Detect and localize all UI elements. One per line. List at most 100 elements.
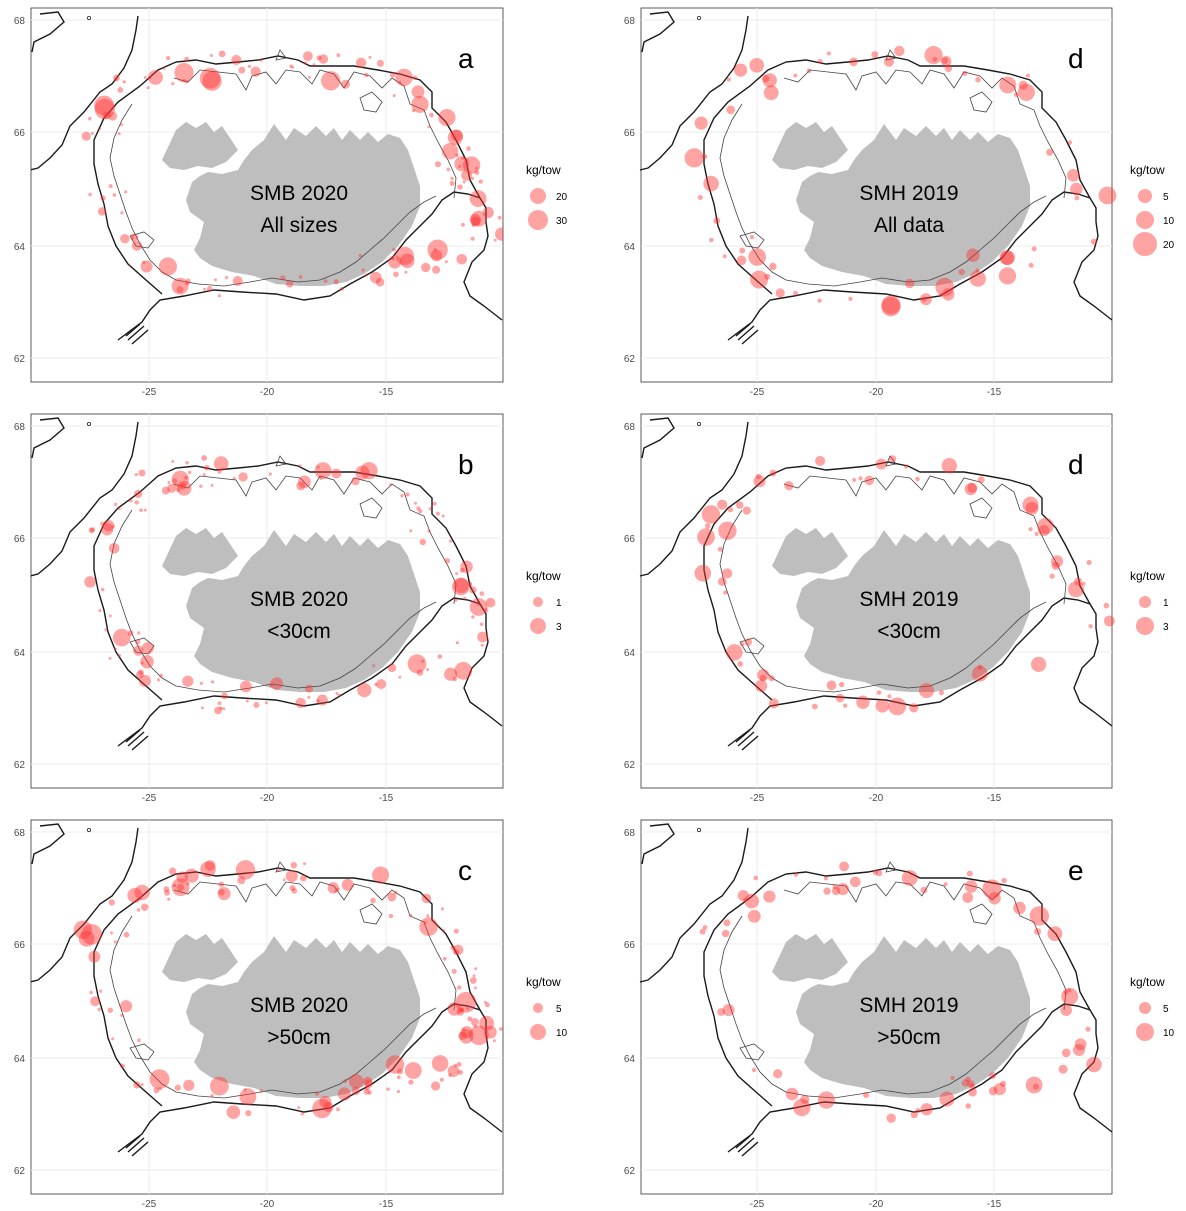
catch-bubble	[793, 73, 798, 78]
catch-bubble	[376, 679, 387, 690]
catch-bubble	[697, 528, 715, 546]
catch-bubble	[1031, 246, 1037, 252]
catch-bubble	[295, 697, 306, 708]
legend-bubble	[533, 1003, 543, 1013]
y-tick-label: 64	[14, 1054, 26, 1065]
size-legend: kg/tow 5 10	[526, 975, 568, 1040]
x-tick-label: -25	[750, 1199, 765, 1210]
catch-bubble	[210, 680, 215, 684]
catch-bubble	[769, 262, 777, 271]
catch-bubble	[334, 889, 337, 893]
catch-bubble	[1013, 901, 1026, 915]
size-legend: kg/tow 5 10 20	[1130, 163, 1175, 256]
catch-bubble	[826, 51, 831, 56]
catch-bubble	[461, 169, 472, 181]
catch-bubble	[1103, 602, 1110, 609]
catch-bubble	[239, 1088, 257, 1106]
catch-bubble	[363, 1076, 373, 1086]
catch-bubble	[372, 664, 376, 668]
catch-bubble	[81, 131, 91, 141]
catch-bubble	[199, 67, 221, 89]
catch-bubble	[460, 1007, 465, 1012]
catch-bubble	[412, 109, 416, 113]
catch-bubble	[909, 703, 919, 713]
catch-bubble	[717, 499, 728, 510]
y-tick-label: 66	[14, 534, 26, 545]
catch-bubble	[388, 255, 402, 269]
catch-bubble	[905, 278, 915, 289]
catch-bubbles	[699, 861, 1102, 1123]
catch-bubble	[217, 294, 221, 298]
catch-bubble	[458, 164, 462, 168]
catch-bubble	[455, 641, 459, 645]
catch-bubble	[1032, 1083, 1039, 1090]
catch-bubble	[998, 267, 1017, 285]
catch-bubble	[1025, 73, 1030, 78]
legend-bubble	[1133, 232, 1157, 256]
catch-bubble	[469, 598, 488, 616]
catch-bubble	[919, 683, 934, 699]
catch-bubble	[768, 675, 775, 682]
catch-bubble	[460, 560, 473, 573]
catch-bubble	[140, 661, 144, 665]
catch-bubble	[447, 1065, 460, 1077]
catch-bubble	[961, 1079, 970, 1087]
map-panel-4: d SMH 2019 <30cm 62 64 66 68 -25 -20 -15 kg/tow 1 3	[624, 413, 1169, 804]
legend-bubble	[530, 1024, 546, 1040]
catch-bubble	[875, 458, 887, 470]
x-tick-label: -15	[379, 1199, 394, 1210]
catch-bubble	[171, 459, 175, 463]
catch-bubble	[141, 903, 149, 911]
catch-bubble	[722, 254, 727, 259]
legend-title: kg/tow	[526, 975, 561, 989]
catch-bubble	[988, 892, 1001, 905]
catch-bubble	[971, 665, 988, 682]
catch-bubble	[285, 870, 298, 883]
catch-bubble	[171, 878, 190, 897]
x-tick-label: -20	[869, 1199, 884, 1210]
catch-bubble	[426, 914, 430, 918]
catch-bubble	[286, 280, 294, 288]
catch-bubble	[817, 58, 823, 64]
catch-bubble	[176, 871, 188, 884]
catch-bubble	[172, 478, 178, 484]
x-tick-label: -25	[142, 793, 157, 804]
catch-bubble	[1018, 80, 1028, 90]
catch-bubble	[764, 273, 771, 280]
catch-bubble	[146, 86, 150, 90]
catch-bubble	[137, 631, 141, 635]
catch-bubble	[120, 234, 130, 244]
catch-bubble	[237, 876, 246, 885]
catch-bubble	[763, 85, 779, 101]
catch-bubble	[159, 673, 164, 678]
catch-bubble	[1028, 527, 1033, 532]
catch-bubble	[217, 887, 231, 901]
catch-bubble	[99, 989, 103, 993]
catch-bubble	[462, 180, 466, 184]
catch-bubble	[94, 95, 114, 116]
catch-bubble	[470, 210, 487, 227]
catch-bubble	[200, 861, 216, 877]
catch-bubble	[817, 1091, 835, 1109]
catch-bubble	[762, 73, 777, 88]
catch-bubble	[881, 297, 901, 317]
legend-value: 5	[1163, 1004, 1169, 1015]
catch-bubbles	[684, 45, 1117, 317]
catch-bubble	[314, 462, 332, 479]
catch-bubble	[218, 50, 226, 58]
catch-bubble	[470, 176, 474, 181]
catch-bubble	[466, 146, 471, 151]
catch-bubble	[432, 501, 437, 506]
catch-bubble	[441, 514, 445, 518]
catch-bubble	[186, 882, 190, 886]
catch-bubble	[722, 568, 733, 579]
catch-bubble	[167, 483, 177, 493]
catch-bubble	[753, 475, 766, 488]
survey-label: SMB 2020	[250, 994, 348, 1017]
catch-bubble	[742, 506, 751, 515]
catch-bubble	[297, 1106, 301, 1110]
catch-bubble	[217, 701, 222, 706]
catch-bubble	[915, 476, 920, 482]
catch-bubbles	[73, 860, 503, 1119]
catch-bubble	[88, 950, 101, 963]
